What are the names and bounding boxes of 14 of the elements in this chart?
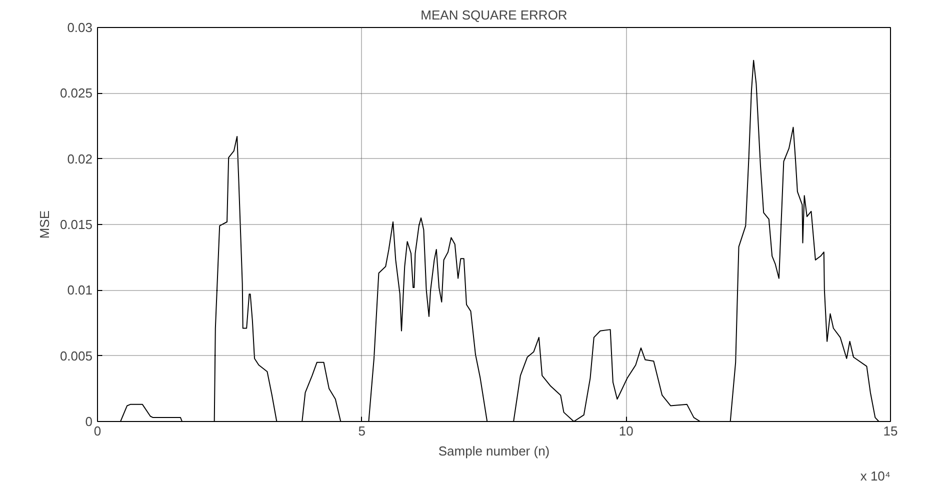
y-tick-label: 0.01 bbox=[67, 282, 93, 298]
y-tick-label: 0 bbox=[85, 414, 93, 429]
x-tick-label: 5 bbox=[358, 424, 366, 438]
x-tick-label: 15 bbox=[883, 424, 898, 438]
y-tick-label: 0.015 bbox=[60, 217, 93, 232]
y-tick-label: 0.025 bbox=[60, 86, 93, 101]
text: x 10⁴ bbox=[860, 468, 891, 484]
chart-title: MEAN SQUARE ERROR bbox=[420, 8, 568, 22]
x-tick-label: 10 bbox=[618, 424, 634, 438]
y-tick-label: 0.03 bbox=[67, 20, 93, 35]
y-tick-label: 0.005 bbox=[60, 348, 93, 364]
y-axis-title: MSE bbox=[36, 210, 52, 239]
x-axis-title: Sample number (n) bbox=[438, 444, 550, 458]
y-tick-label: 0.02 bbox=[67, 151, 93, 166]
